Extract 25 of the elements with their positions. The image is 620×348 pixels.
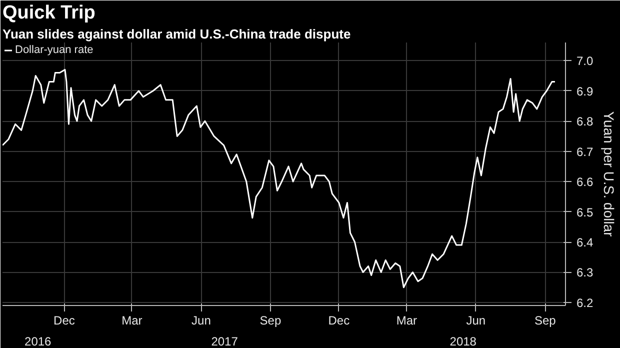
x-tick-label: Jun (192, 314, 211, 328)
y-axis-title: Yuan per U.S. dollar (601, 111, 618, 237)
y-tick-label: 6.4 (576, 236, 594, 250)
chart-title: Quick Trip (2, 2, 96, 24)
x-tick-label: Dec (328, 314, 350, 328)
x-tick-label: Dec (54, 314, 75, 328)
x2-tick-label: 2016 (24, 334, 52, 348)
x-tick-label: Jun (466, 314, 486, 328)
legend-label: Dollar-yuan rate (15, 44, 94, 56)
x-tick-label: Mar (122, 314, 142, 328)
x2-tick-label: 2018 (450, 334, 477, 348)
y-tick-label: 6.8 (576, 114, 594, 129)
y-tick-label: 6.2 (576, 296, 594, 310)
y-tick-label: 7.0 (576, 54, 594, 68)
x-tick-label: Mar (396, 314, 418, 328)
x-tick-label: Sep (534, 314, 556, 328)
y-tick-label: 6.7 (576, 144, 594, 159)
line-series (2, 68, 556, 288)
y-tick-label: 6.6 (576, 175, 594, 190)
chart-subtitle: Yuan slides against dollar amid U.S.-China trade dispute (2, 26, 351, 42)
y-tick-label: 6.5 (576, 205, 594, 220)
x-tick-label: Sep (260, 314, 282, 328)
y-tick-label: 6.3 (576, 266, 594, 280)
y-tick-label: 6.9 (576, 84, 594, 98)
x2-tick-label: 2017 (211, 334, 238, 348)
